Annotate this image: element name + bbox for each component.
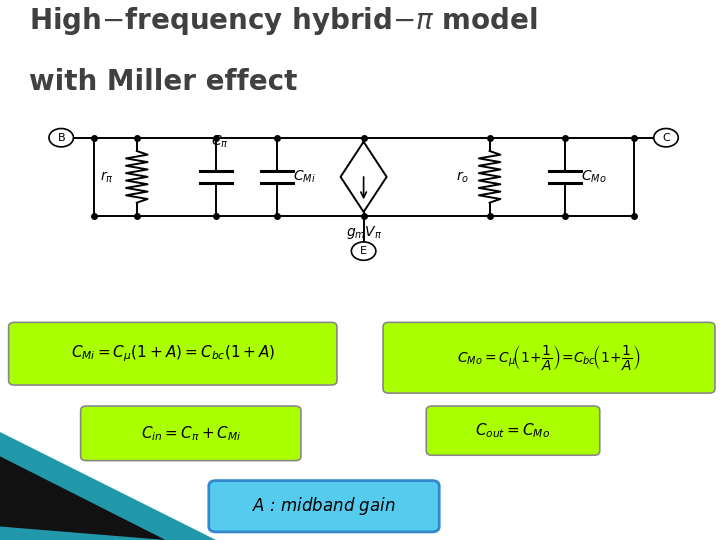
Text: $C_{\pi}$: $C_{\pi}$: [211, 133, 228, 150]
FancyBboxPatch shape: [81, 406, 301, 461]
Text: C: C: [662, 133, 670, 143]
Text: High$-$frequency hybrid$-\pi$ model: High$-$frequency hybrid$-\pi$ model: [29, 5, 538, 37]
FancyBboxPatch shape: [209, 481, 439, 532]
Text: B: B: [58, 133, 65, 143]
FancyBboxPatch shape: [426, 406, 600, 455]
FancyBboxPatch shape: [383, 322, 715, 393]
Text: $r_o$: $r_o$: [456, 169, 469, 185]
Text: $g_m V_{\pi}$: $g_m V_{\pi}$: [346, 224, 382, 241]
Polygon shape: [0, 456, 166, 540]
Text: $C_{out} = C_{Mo}$: $C_{out} = C_{Mo}$: [475, 421, 551, 440]
Text: with Miller effect: with Miller effect: [29, 68, 297, 96]
FancyBboxPatch shape: [9, 322, 337, 385]
Text: $C_{Mo}$: $C_{Mo}$: [581, 168, 607, 185]
Text: E: E: [360, 246, 367, 256]
Text: $C_{Mo} = C_{\mu}\!\left(1\!+\!\dfrac{1}{A}\right)\!=\!C_{bc}\!\left(1\!+\!\dfra: $C_{Mo} = C_{\mu}\!\left(1\!+\!\dfrac{1}…: [457, 343, 641, 372]
Polygon shape: [0, 432, 216, 540]
Text: $r_{\pi}$: $r_{\pi}$: [100, 169, 114, 185]
Text: $C_{Mi}$: $C_{Mi}$: [293, 168, 316, 185]
Text: $C_{in} = C_{\pi} + C_{Mi}$: $C_{in} = C_{\pi} + C_{Mi}$: [140, 424, 241, 443]
Text: $C_{Mi} = C_{\mu}(1+A) = C_{bc}(1+A)$: $C_{Mi} = C_{\mu}(1+A) = C_{bc}(1+A)$: [71, 343, 275, 364]
Text: $A$ : midband gain: $A$ : midband gain: [252, 495, 396, 517]
